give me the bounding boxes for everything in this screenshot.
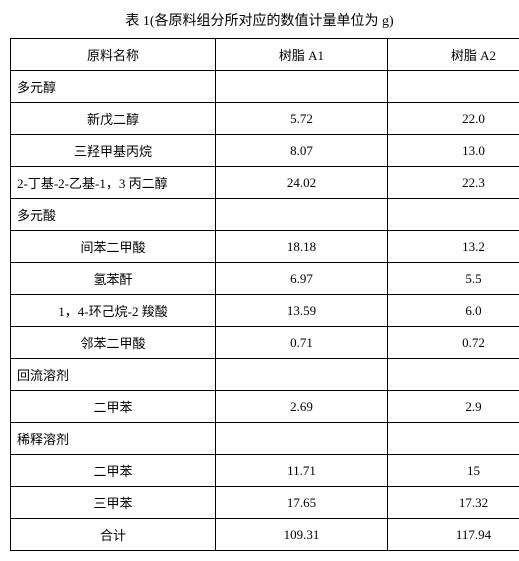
table-row: 氢苯酐 6.97 5.5 [11,263,519,295]
header-name: 原料名称 [11,39,216,71]
value-a1: 2.69 [216,391,388,423]
header-row: 原料名称 树脂 A1 树脂 A2 [11,39,519,71]
empty-cell [388,71,519,103]
value-a2: 15 [388,455,519,487]
empty-cell [388,199,519,231]
section-label: 稀释溶剂 [11,423,216,455]
materials-table: 原料名称 树脂 A1 树脂 A2 多元醇 新戊二醇 5.72 22.0 三羟甲基… [10,38,519,551]
table-row: 2-丁基-2-乙基-1，3 丙二醇 24.02 22.3 [11,167,519,199]
table-row: 间苯二甲酸 18.18 13.2 [11,231,519,263]
value-a1: 17.65 [216,487,388,519]
value-a2: 0.72 [388,327,519,359]
section-label: 多元醇 [11,71,216,103]
value-a2: 22.0 [388,103,519,135]
material-name: 二甲苯 [11,391,216,423]
value-a2: 13.0 [388,135,519,167]
total-row: 合计 109.31 117.94 [11,519,519,551]
section-label: 多元酸 [11,199,216,231]
section-dilute: 稀释溶剂 [11,423,519,455]
material-name: 三羟甲基丙烷 [11,135,216,167]
table-title: 表 1(各原料组分所对应的数值计量单位为 g) [10,10,509,30]
value-a2: 13.2 [388,231,519,263]
total-label: 合计 [11,519,216,551]
value-a1: 13.59 [216,295,388,327]
header-a2: 树脂 A2 [388,39,519,71]
value-a1: 11.71 [216,455,388,487]
value-a2: 22.3 [388,167,519,199]
material-name: 邻苯二甲酸 [11,327,216,359]
table-row: 邻苯二甲酸 0.71 0.72 [11,327,519,359]
material-name: 间苯二甲酸 [11,231,216,263]
value-a1: 5.72 [216,103,388,135]
value-a1: 24.02 [216,167,388,199]
material-name: 2-丁基-2-乙基-1，3 丙二醇 [11,167,216,199]
table-row: 三甲苯 17.65 17.32 [11,487,519,519]
table-row: 二甲苯 11.71 15 [11,455,519,487]
empty-cell [216,359,388,391]
value-a2: 6.0 [388,295,519,327]
material-name: 三甲苯 [11,487,216,519]
section-reflux: 回流溶剂 [11,359,519,391]
section-label: 回流溶剂 [11,359,216,391]
value-a1: 18.18 [216,231,388,263]
empty-cell [216,199,388,231]
table-row: 二甲苯 2.69 2.9 [11,391,519,423]
total-a2: 117.94 [388,519,519,551]
total-a1: 109.31 [216,519,388,551]
material-name: 新戊二醇 [11,103,216,135]
value-a2: 17.32 [388,487,519,519]
table-row: 三羟甲基丙烷 8.07 13.0 [11,135,519,167]
section-polyol: 多元醇 [11,71,519,103]
value-a1: 6.97 [216,263,388,295]
empty-cell [388,423,519,455]
empty-cell [216,71,388,103]
material-name: 氢苯酐 [11,263,216,295]
material-name: 1，4-环己烷-2 羧酸 [11,295,216,327]
value-a1: 0.71 [216,327,388,359]
value-a2: 2.9 [388,391,519,423]
material-name: 二甲苯 [11,455,216,487]
header-a1: 树脂 A1 [216,39,388,71]
empty-cell [216,423,388,455]
empty-cell [388,359,519,391]
value-a2: 5.5 [388,263,519,295]
table-row: 新戊二醇 5.72 22.0 [11,103,519,135]
table-row: 1，4-环己烷-2 羧酸 13.59 6.0 [11,295,519,327]
value-a1: 8.07 [216,135,388,167]
section-polyacid: 多元酸 [11,199,519,231]
